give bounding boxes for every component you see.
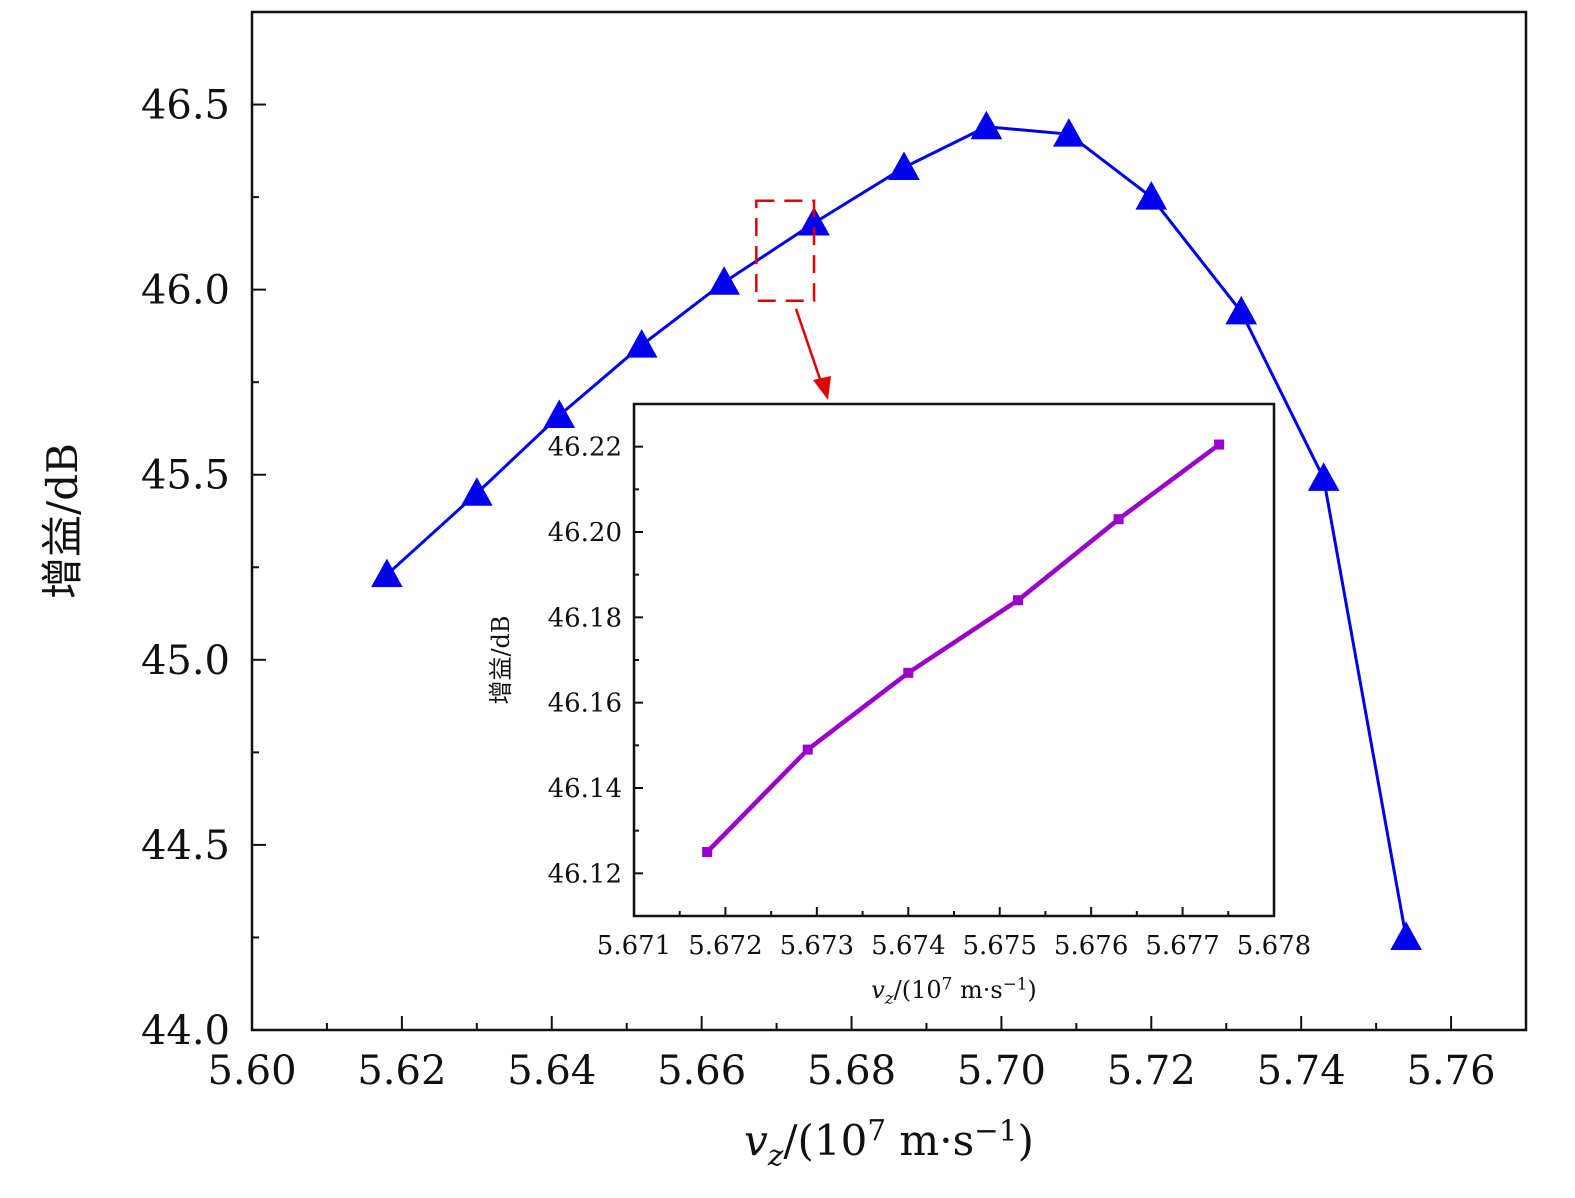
inset-series-line [705, 442, 1221, 854]
inset-y-tick-label: 46.22 [548, 433, 622, 463]
axis-label-part: −1 [974, 1113, 1017, 1147]
main-y-tick-label: 45.5 [141, 453, 230, 499]
data-point-triangle [970, 110, 1003, 140]
inset-x-tick-label: 5.678 [1237, 931, 1311, 961]
inset-x-tick-label: 5.675 [962, 931, 1036, 961]
inset-x-tick-label: 5.677 [1145, 931, 1219, 961]
data-point-triangle [1225, 295, 1258, 325]
main-x-tick-label: 5.76 [1407, 1048, 1496, 1094]
inset-x-tick-label: 5.672 [688, 931, 762, 961]
main-x-tick-label: 5.68 [807, 1048, 896, 1094]
main-y-tick-label: 44.0 [141, 1008, 230, 1054]
data-point-triangle [543, 399, 576, 428]
data-point-square [1113, 514, 1124, 525]
axis-label-part: 7 [867, 1113, 886, 1147]
main-x-axis-label: vz/(107 m·s−1) [744, 1113, 1034, 1172]
axis-label-part: v [744, 1116, 768, 1165]
zoom-arrow-shaft [794, 308, 824, 386]
inset-y-tick-label: 46.12 [548, 859, 622, 889]
main-frame [250, 10, 1528, 1032]
data-point-triangle [708, 266, 740, 295]
main-x-tick-label: 5.62 [357, 1048, 446, 1094]
zoom-indicator [755, 199, 831, 400]
data-point-triangle [1390, 921, 1422, 950]
data-point-triangle [1135, 181, 1168, 210]
main-x-tick-label: 5.70 [957, 1048, 1046, 1094]
inset-y-tick-label: 46.18 [548, 603, 622, 633]
inset-y-tick-label: 46.16 [548, 689, 622, 719]
main-y-tick-label: 46.5 [141, 83, 230, 129]
axis-label-part: ) [1017, 1116, 1033, 1165]
data-point-triangle [371, 558, 403, 588]
data-point-square [1013, 595, 1023, 606]
inset-x-tick-label: 5.674 [871, 931, 945, 961]
main-x-tick-label: 5.66 [657, 1048, 746, 1094]
data-point-triangle [625, 329, 658, 358]
main-y-tick-label: 45.0 [141, 638, 230, 684]
zoom-box [755, 199, 816, 302]
inset-x-tick-label: 5.676 [1054, 931, 1128, 961]
main-series-line [385, 125, 1408, 938]
inset-y-tick-label: 46.14 [548, 774, 622, 804]
data-point-triangle [1307, 462, 1340, 491]
axis-label-part: m·s [952, 976, 1002, 1004]
inset-y-axis-label: 增益/dB [487, 615, 515, 704]
main-x-tick-label: 5.64 [507, 1048, 596, 1094]
data-point-square [903, 667, 914, 678]
data-point-square [802, 744, 813, 755]
main-x-tick-label: 5.74 [1257, 1048, 1346, 1094]
data-point-triangle [888, 151, 920, 180]
axis-label-part: z [767, 1139, 784, 1173]
main-y-tick-label: 46.0 [141, 268, 230, 314]
inset-frame [632, 402, 1276, 918]
axis-label-part: /(10 [783, 1116, 867, 1165]
main-x-tick-label: 5.72 [1107, 1048, 1196, 1094]
axis-label-part: /(10 [894, 976, 942, 1004]
axis-label-part: v [871, 976, 885, 1004]
axis-label-part: m·s [886, 1116, 974, 1165]
data-point-triangle [1053, 118, 1085, 147]
inset-x-tick-label: 5.673 [780, 931, 854, 961]
zoom-arrow-head [813, 376, 831, 400]
main-y-axis-label: 增益/dB [38, 443, 87, 599]
axis-label-part: 7 [942, 974, 953, 994]
inset-y-tick-label: 46.20 [548, 518, 622, 548]
data-point-triangle [460, 477, 493, 506]
inset-x-tick-label: 5.671 [597, 931, 671, 961]
axis-label-part: z [884, 988, 894, 1008]
main-y-tick-label: 44.5 [141, 823, 230, 869]
inset-x-axis-label: vz/(107 m·s−1) [871, 974, 1037, 1008]
axis-label-part: −1 [1003, 974, 1028, 994]
main-plot: 5.60 5.62 5.64 5.66 5.68 5.70 5.72 5.74 5.76 44.0… [38, 10, 1528, 1173]
data-point-square [1214, 439, 1225, 450]
main-x-tick-label: 5.60 [207, 1048, 296, 1094]
data-point-square [702, 847, 713, 857]
inset-plot: 5.671 5.672 5.673 5.674 5.675 5.676 5.677 5.678… [487, 402, 1311, 1008]
axis-label-part: ) [1027, 976, 1036, 1004]
